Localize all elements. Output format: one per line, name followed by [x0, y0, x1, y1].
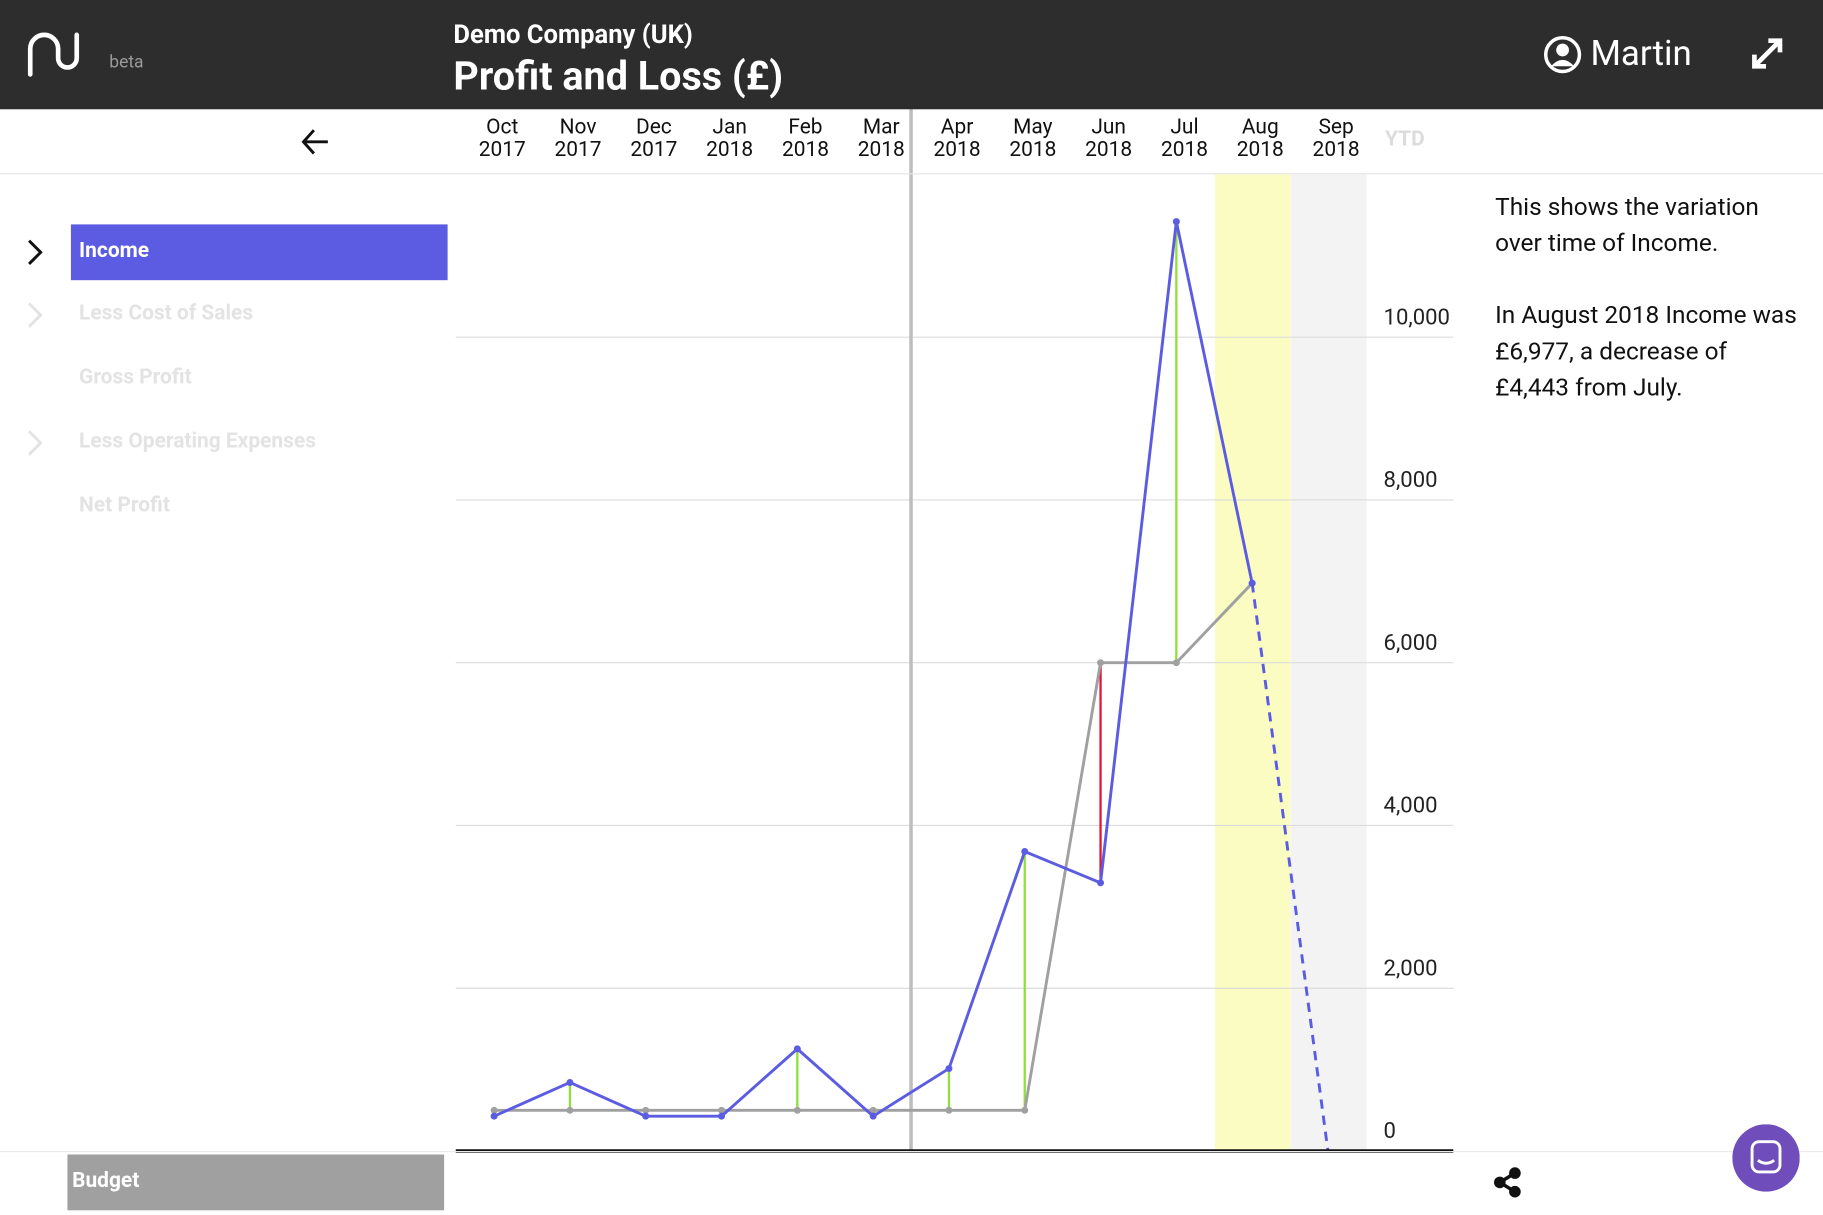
x-tick-label[interactable]: Nov 2017 [554, 115, 602, 162]
point [642, 1112, 650, 1120]
y-tick-label: 4,000 [1383, 791, 1438, 819]
y-tick-label: 8,000 [1383, 466, 1438, 493]
chat-button[interactable] [1732, 1124, 1800, 1192]
active-row[interactable] [70, 224, 448, 281]
x-tick-label[interactable]: May 2018 [1009, 115, 1057, 162]
back-arrow[interactable] [300, 127, 330, 157]
point [1097, 879, 1105, 887]
header-bar [0, 0, 1823, 110]
point [945, 1065, 953, 1073]
active-item[interactable]: Income [79, 238, 150, 263]
sidebar-item[interactable]: Net Profit [79, 492, 170, 518]
expand-chevron[interactable] [23, 237, 46, 267]
budget-label[interactable]: Budget [72, 1168, 140, 1193]
x-tick-label[interactable]: Sep 2018 [1312, 115, 1360, 162]
x-tick-label[interactable]: Dec 2017 [630, 115, 678, 162]
total-label[interactable]: YTD [1385, 126, 1425, 152]
point [642, 1106, 650, 1114]
x-tick-label[interactable]: Apr 2018 [933, 115, 981, 162]
point [566, 1078, 574, 1086]
point [490, 1106, 498, 1114]
expand-chevron[interactable] [23, 300, 46, 330]
user-name[interactable]: Martin [1590, 33, 1692, 75]
point [1172, 218, 1180, 226]
beta-badge: beta [109, 51, 144, 73]
x-tick-label[interactable]: Jul 2018 [1160, 115, 1209, 162]
x-tick-label[interactable]: Feb 2018 [781, 115, 829, 162]
description-paragraph: This shows the variation over time of In… [1495, 194, 1759, 259]
point [1172, 659, 1180, 667]
user-icon[interactable] [1543, 35, 1583, 75]
share-icon[interactable] [1492, 1166, 1525, 1199]
description-paragraph: In August 2018 Income was £6,977, a decr… [1495, 302, 1797, 403]
point [566, 1106, 574, 1114]
y-tick-label: 0 [1383, 1117, 1396, 1145]
page-title: Profit and Loss (£) [453, 53, 784, 100]
point [945, 1106, 953, 1114]
point [793, 1045, 801, 1053]
expand-chevron[interactable] [23, 428, 46, 458]
y-tick-label: 2,000 [1383, 954, 1438, 982]
x-tick-label[interactable]: Oct 2017 [478, 115, 526, 162]
y-tick-label: 10,000 [1383, 303, 1450, 331]
point [1248, 579, 1256, 587]
description: This shows the variation over time of In… [1495, 191, 1800, 443]
company-name: Demo Company (UK) [453, 20, 693, 50]
budget-button[interactable] [67, 1154, 445, 1211]
point [793, 1106, 801, 1114]
forecast-line [1250, 582, 1330, 1152]
sidebar-item[interactable]: Less Cost of Sales [79, 301, 254, 326]
x-tick-label[interactable]: Aug 2018 [1236, 115, 1284, 162]
point [869, 1106, 877, 1114]
series-line [493, 221, 1254, 1118]
sidebar-item[interactable]: Gross Profit [79, 365, 192, 390]
x-tick-label[interactable]: Mar 2018 [857, 115, 905, 162]
footer-divider [0, 1151, 1823, 1153]
point [1021, 848, 1029, 855]
y-tick-label: 6,000 [1383, 628, 1438, 656]
point [1097, 659, 1105, 667]
point [718, 1112, 726, 1120]
x-tick-label[interactable]: Jan 2018 [706, 115, 754, 162]
point [718, 1106, 726, 1114]
logo[interactable] [26, 30, 84, 79]
sidebar-item[interactable]: Less Operating Expenses [79, 429, 316, 454]
x-tick-label[interactable]: Jun 2018 [1085, 115, 1133, 162]
point [1021, 1106, 1029, 1114]
point [490, 1112, 498, 1120]
point [869, 1112, 877, 1120]
expand-icon[interactable] [1750, 36, 1785, 71]
header-divider [0, 173, 1823, 175]
